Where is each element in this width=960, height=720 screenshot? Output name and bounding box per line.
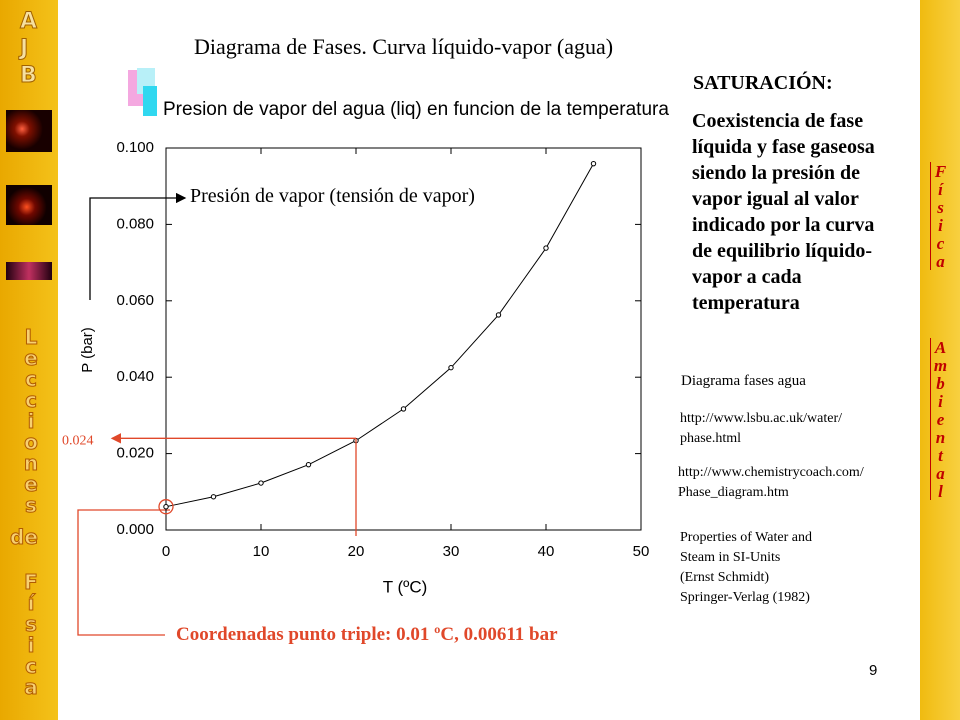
decoration <box>143 86 157 116</box>
link-line[interactable]: http://www.chemistrycoach.com/ <box>678 465 864 480</box>
image <box>6 185 52 225</box>
chart: Presion de vapor del agua (liq) en funci… <box>62 68 669 636</box>
sidebar-word: Física <box>19 570 44 697</box>
data-point <box>305 461 312 468</box>
image <box>6 262 52 280</box>
paragraph-line: temperatura <box>692 292 800 314</box>
x-axis-title: T (ºC) <box>383 577 428 596</box>
sidebar-word: Lecciones <box>19 325 44 515</box>
paragraph-line: indicado por la curva <box>692 214 875 236</box>
data-point <box>400 406 407 412</box>
link[interactable]: http://www.chemistrycoach.com/Phase_diag… <box>678 463 864 503</box>
sidebar-word: Ambiental <box>931 338 950 500</box>
x-tick-label: 20 <box>348 543 365 560</box>
paragraph-line: Coexistencia de fase <box>692 110 864 132</box>
data-point <box>163 503 169 510</box>
data-point <box>543 245 549 251</box>
triple-point-highlight <box>158 499 174 515</box>
reference: Properties of Water and Steam in SI-Units… <box>680 528 812 608</box>
reference-line: (Ernst Schmidt) <box>680 570 770 585</box>
logo-letter: J <box>19 36 29 62</box>
x-tick-label: 40 <box>538 543 555 560</box>
paragraph-line: siendo la presión de <box>692 162 860 184</box>
triple-point-note: Coordenadas punto triple: 0.01 ºC, 0.006… <box>176 624 558 645</box>
link-line[interactable]: http://www.lsbu.ac.uk/water/ <box>680 411 843 426</box>
y-tick-label: 0.040 <box>116 368 154 385</box>
arrow <box>89 192 187 300</box>
reference-line: Springer-Verlag (1982) <box>680 590 810 605</box>
reference-line: Properties of Water and <box>680 530 812 545</box>
paragraph-line: vapor igual al valor <box>692 188 859 210</box>
link[interactable]: http://www.lsbu.ac.uk/water/phase.html <box>680 409 842 449</box>
image <box>6 110 52 152</box>
logo-letter: B <box>19 63 37 89</box>
y-axis-title: P (bar) <box>79 327 96 373</box>
right-sidebar: Física Ambiental <box>920 0 960 720</box>
reference-label: 0.024 <box>62 434 94 449</box>
logo-letter: A <box>19 9 38 35</box>
data-point <box>258 480 264 486</box>
page-number: 9 <box>869 662 878 679</box>
x-tick-label: 10 <box>253 543 270 560</box>
y-tick-label: 0.060 <box>116 292 154 309</box>
link-line[interactable]: Phase_diagram.htm <box>678 485 789 500</box>
y-tick-label: 0.100 <box>116 139 154 156</box>
x-tick-label: 30 <box>443 543 460 560</box>
data-point <box>590 160 597 167</box>
x-tick-label: 0 <box>162 543 170 560</box>
data-point <box>210 494 217 500</box>
data-line <box>165 163 594 508</box>
data-point <box>448 364 454 371</box>
x-tick-label: 50 <box>633 543 650 560</box>
y-tick-label: 0.080 <box>116 215 154 232</box>
slide-title: Diagrama de Fases. Curva líquido-vapor (… <box>194 34 614 59</box>
y-tick-label: 0.020 <box>116 445 154 462</box>
paragraph-line: de equilibrio líquido- <box>692 240 873 262</box>
paragraph-line: vapor a cada <box>692 266 802 288</box>
plot-frame <box>165 147 642 531</box>
chart-title: Presion de vapor del agua (liq) en funci… <box>163 99 669 120</box>
y-tick-label: 0.000 <box>116 521 154 538</box>
link-line[interactable]: phase.html <box>680 431 742 446</box>
connector <box>77 509 170 636</box>
links-title: Diagrama fases agua <box>681 373 806 389</box>
sidebar-word: Física <box>931 162 950 270</box>
sidebar-word: de <box>10 525 39 550</box>
paragraph-line: líquida y fase gaseosa <box>692 136 875 158</box>
data-point <box>495 312 502 318</box>
heading: SATURACIÓN: <box>693 72 833 94</box>
reference-line: Steam in SI-Units <box>680 550 781 565</box>
curve-note: Presión de vapor (tensión de vapor) <box>190 185 475 207</box>
paragraph: Coexistencia de fase líquida y fase gaseo… <box>692 108 875 316</box>
